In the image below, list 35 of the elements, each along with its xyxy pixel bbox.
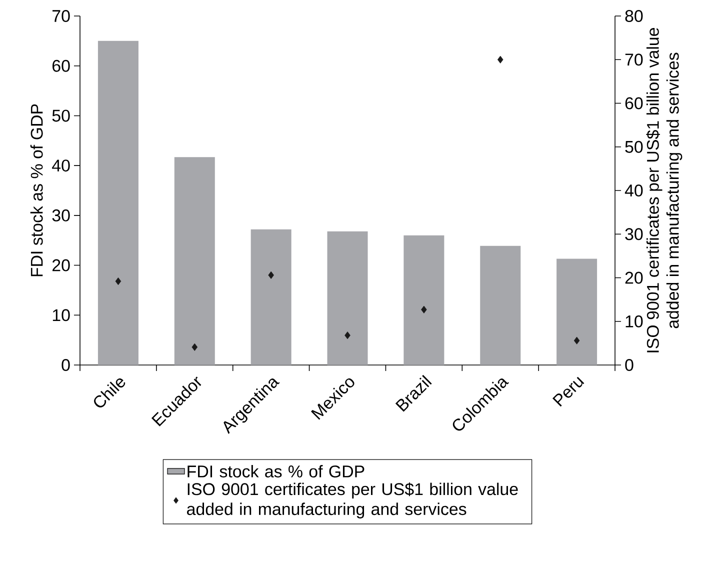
y2-tick-label: 0 <box>625 359 634 371</box>
y2-tick-label: 80 <box>625 10 643 22</box>
legend-label: FDI stock as % of GDP <box>188 465 364 478</box>
y2-axis-title: ISO 9001 certificates per US$1 billion value added in manufacturing and services <box>646 28 682 352</box>
y2-tick-label: 70 <box>625 54 643 66</box>
y-tick-label: 20 <box>52 259 70 272</box>
y-tick-label: 70 <box>52 10 70 22</box>
point <box>497 56 504 64</box>
y2-tick-label: 50 <box>625 140 643 153</box>
legend-label: ISO 9001 certificates per US$1 billion value added in manufacturing and services <box>187 482 518 518</box>
y-tick-label: 60 <box>52 60 70 72</box>
bar <box>404 235 444 365</box>
y2-tick-label: 60 <box>625 97 643 110</box>
bar <box>480 246 521 365</box>
y-tick-label: 30 <box>52 209 70 222</box>
point <box>268 271 274 279</box>
y-tick-label: 50 <box>52 110 70 122</box>
point <box>421 306 427 314</box>
point <box>574 336 580 344</box>
point <box>115 277 122 286</box>
y-tick-label: 0 <box>62 359 70 371</box>
bar <box>98 40 138 365</box>
y2-tick-label: 40 <box>624 184 643 196</box>
bar <box>174 157 215 365</box>
y2-tick-label: 20 <box>625 272 643 284</box>
bar <box>556 258 598 365</box>
y-tick-label: 40 <box>52 160 70 172</box>
point <box>344 332 350 340</box>
point <box>192 343 198 351</box>
y2-tick-label: 30 <box>625 228 643 240</box>
y-axis-title: FDI stock as % of GDP <box>30 104 43 276</box>
y-tick-label: 10 <box>52 309 70 322</box>
bar <box>327 231 368 365</box>
y2-tick-label: 10 <box>626 315 643 328</box>
bar <box>250 229 292 365</box>
